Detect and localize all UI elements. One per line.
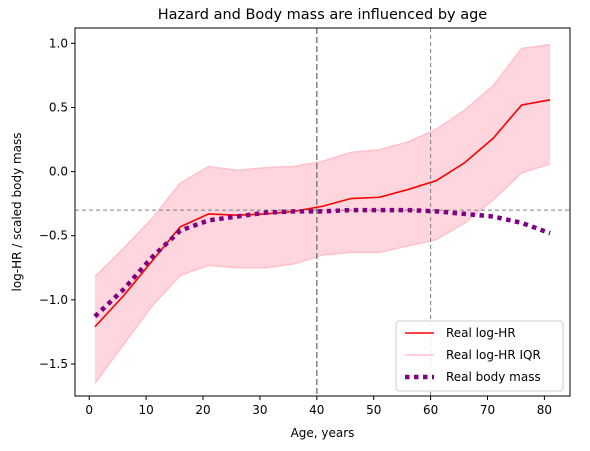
y-tick-label: 1.0 (49, 36, 68, 50)
x-tick-label: 0 (85, 403, 93, 417)
x-tick-label: 30 (252, 403, 267, 417)
x-axis-title: Age, years (291, 426, 355, 440)
y-tick-label: 0.5 (49, 100, 68, 114)
y-tick-label: −1.0 (39, 293, 68, 307)
x-tick-label: 60 (423, 403, 438, 417)
y-tick-label: −1.5 (39, 357, 68, 371)
x-tick-label: 50 (366, 403, 381, 417)
y-axis-title: log-HR / scaled body mass (10, 132, 24, 291)
chart-title: Hazard and Body mass are influenced by a… (158, 7, 488, 23)
x-tick-label: 80 (537, 403, 552, 417)
legend-box (395, 320, 564, 392)
x-tick-label: 20 (195, 403, 210, 417)
legend-label: Real log-HR (446, 326, 516, 340)
x-tick-label: 70 (480, 403, 495, 417)
legend-label: Real log-HR IQR (446, 348, 541, 362)
x-tick-label: 10 (138, 403, 153, 417)
legend: Real log-HR Real log-HR IQR Real body mass (395, 320, 564, 392)
x-tick-label: 40 (309, 403, 324, 417)
series-line-body-mass (93, 207, 551, 319)
iqr-band-upper-edge (94, 43, 551, 278)
legend-label: Real body mass (446, 370, 541, 384)
y-tick-label: 0.0 (49, 165, 68, 179)
plot-area (74, 27, 571, 397)
plot-frame (74, 27, 571, 397)
y-tick-label: −0.5 (39, 229, 68, 243)
